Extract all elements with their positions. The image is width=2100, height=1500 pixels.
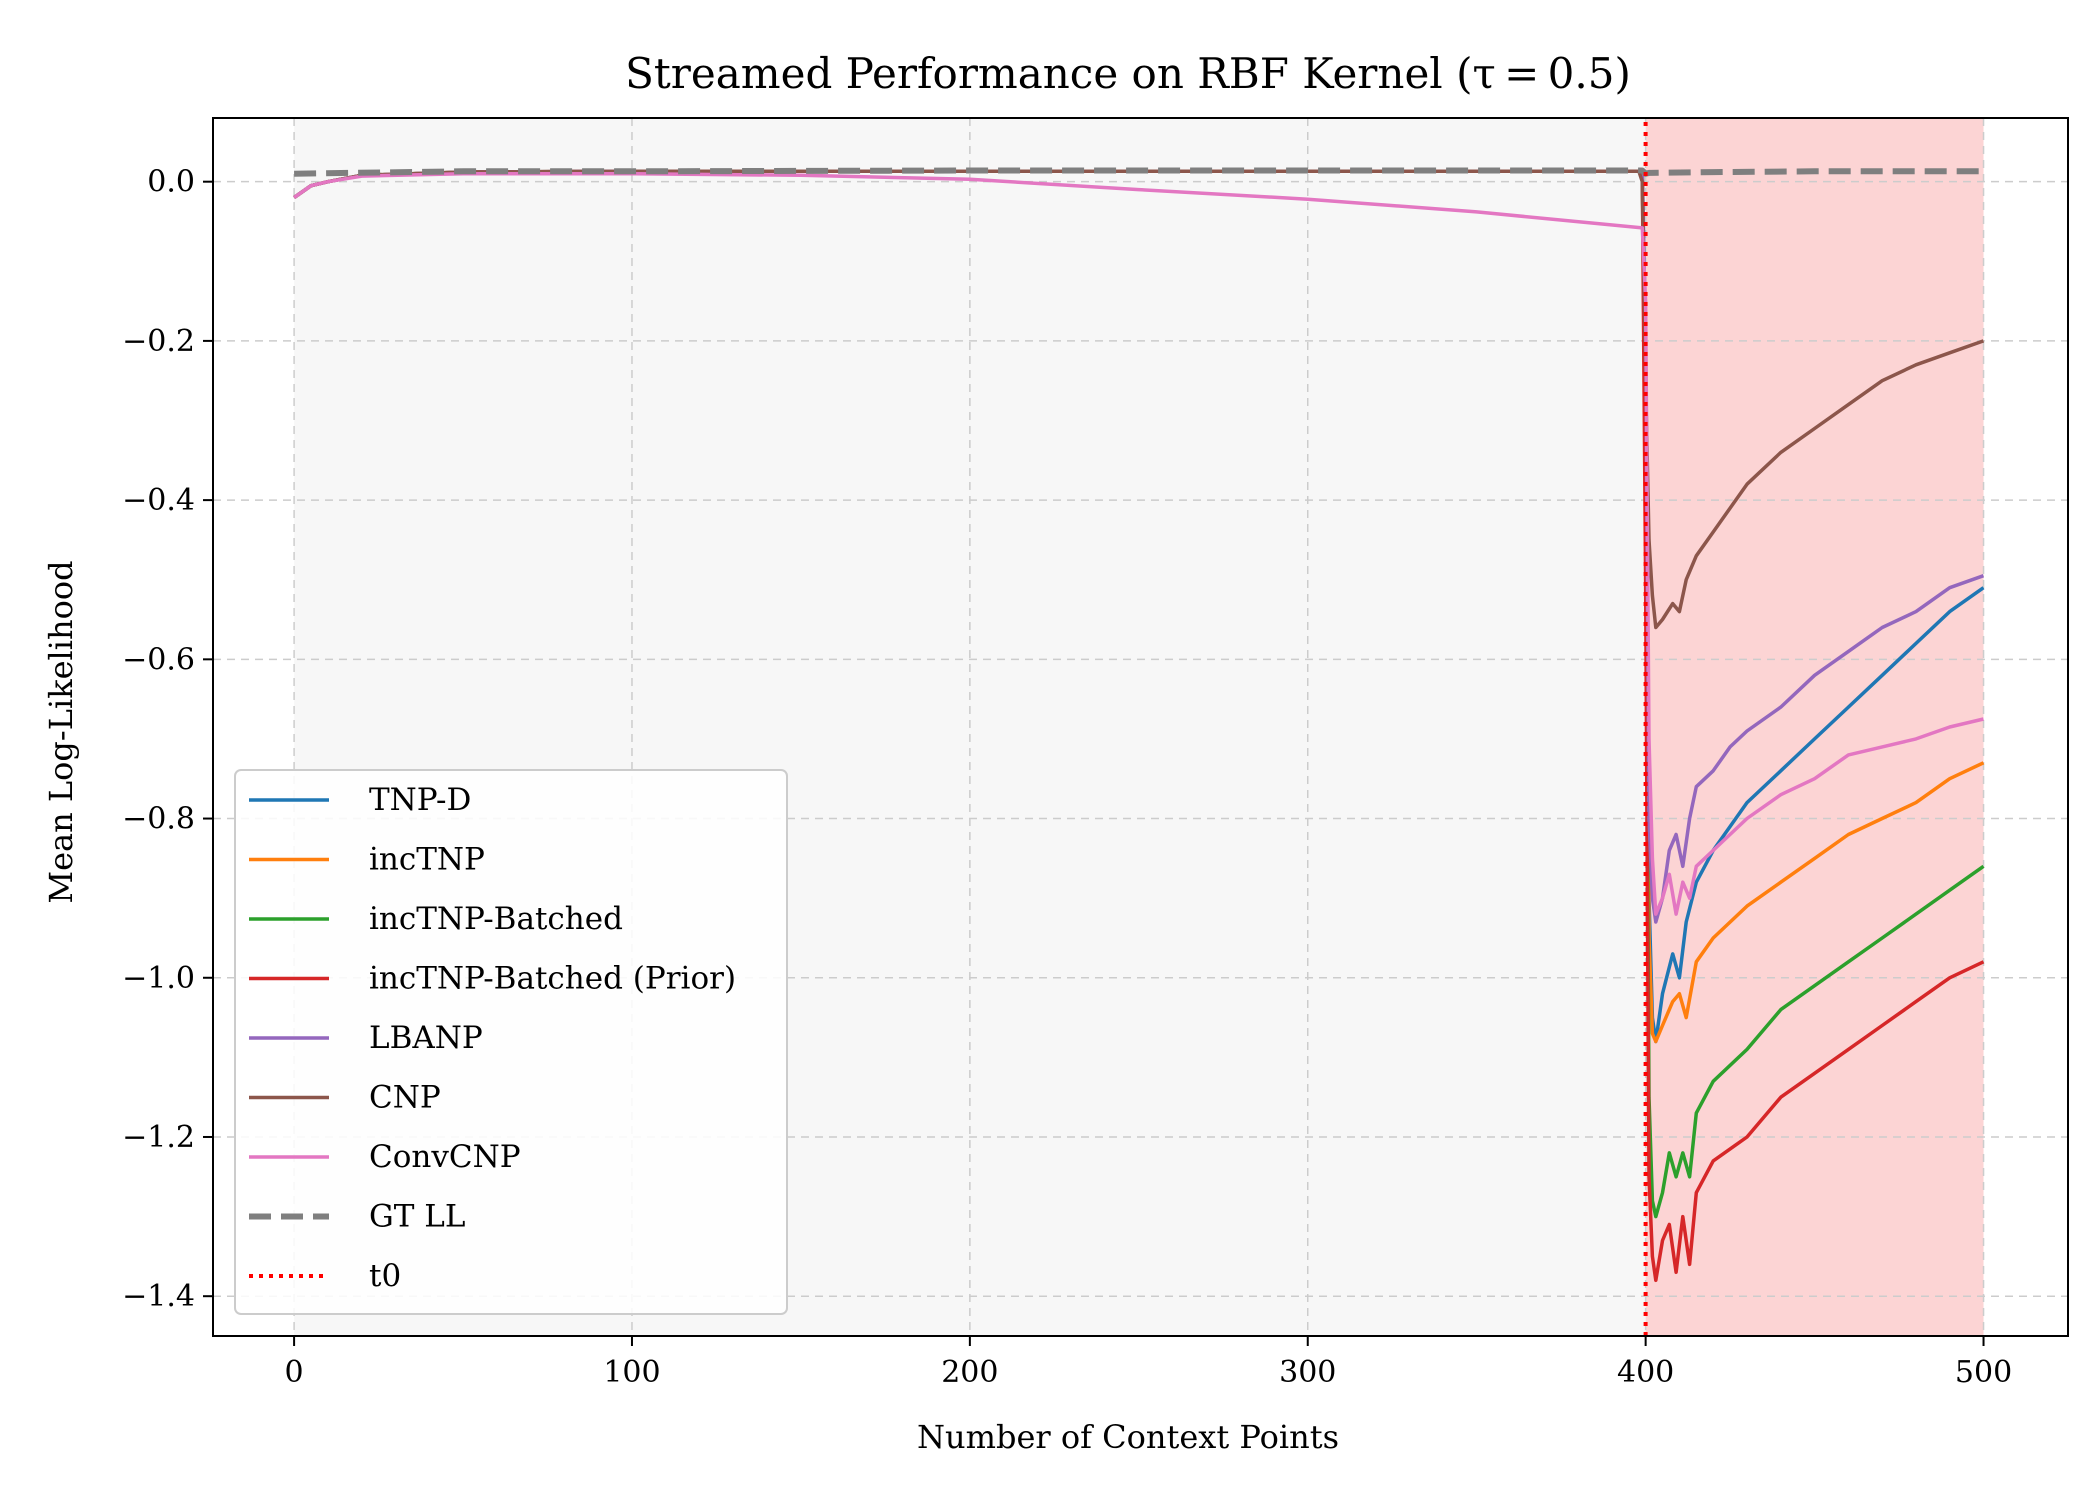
series-lines (293, 118, 1985, 1336)
legend-label: GT LL (369, 1199, 465, 1235)
legend-label: LBANP (369, 1020, 483, 1056)
chart-title: Streamed Performance on RBF Kernel (τ = … (625, 49, 1631, 98)
legend-label: t0 (369, 1258, 401, 1294)
legend-label: incTNP-Batched (369, 901, 623, 937)
y-tick-label: −0.8 (122, 802, 195, 837)
legend: TNP-D incTNP incTNP-Batched incTNP-Batched … (234, 769, 788, 1315)
series-line-gt-ll (294, 167, 1984, 177)
x-tick-label: 400 (1617, 1355, 1674, 1390)
region-1 (1645, 118, 1984, 1336)
plot-frame (212, 117, 2069, 1337)
y-tick-label: −1.0 (122, 961, 195, 996)
series-line-cnp (293, 169, 1985, 630)
y-tick-label: −0.2 (122, 324, 195, 359)
x-axis-label: Number of Context Points (917, 1418, 1339, 1456)
y-tick-label: 0.0 (147, 165, 195, 200)
axis-ticks: 0 100 200 300 400 500 0.0 −0.2 −0.4 −0.6 −0.8 −1.0 −… (122, 165, 2012, 1390)
y-tick-label: −0.6 (122, 642, 195, 677)
y-axis-label: Mean Log-Likelihood (42, 560, 80, 903)
x-tick-label: 500 (1955, 1355, 2012, 1390)
x-tick-label: 100 (603, 1355, 660, 1390)
legend-label: CNP (369, 1080, 441, 1116)
y-tick-label: −0.4 (122, 483, 195, 518)
y-tick-label: −1.2 (122, 1120, 195, 1155)
legend-label: TNP-D (369, 782, 471, 818)
legend-label: incTNP-Batched (Prior) (369, 961, 736, 997)
y-tick-label: −1.4 (122, 1279, 195, 1314)
legend-label: ConvCNP (369, 1139, 521, 1175)
x-tick-label: 0 (285, 1355, 304, 1390)
x-tick-label: 200 (941, 1355, 998, 1390)
x-tick-label: 300 (1279, 1355, 1336, 1390)
legend-box (234, 769, 788, 1315)
legend-label: incTNP (369, 842, 485, 878)
